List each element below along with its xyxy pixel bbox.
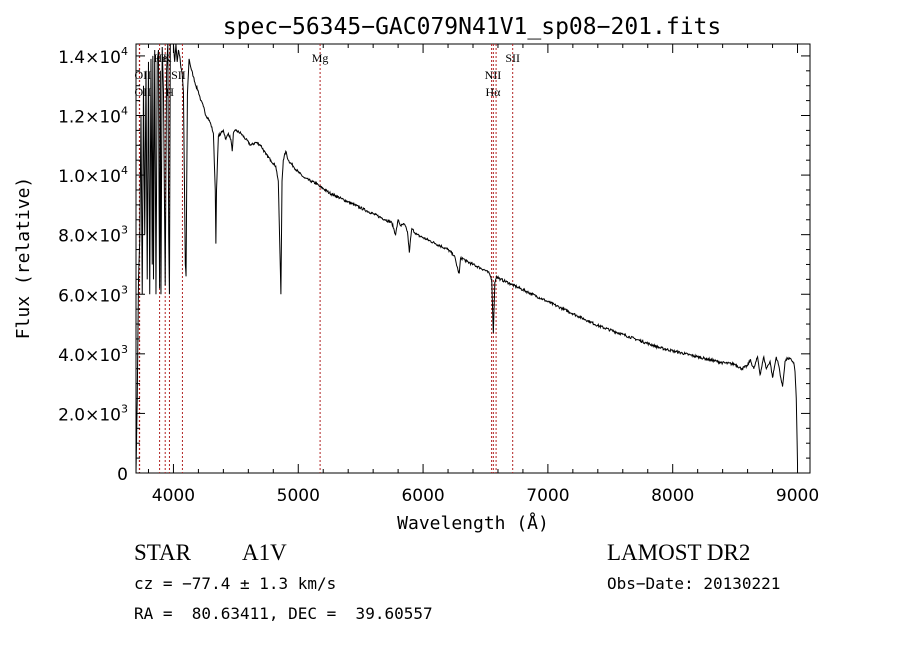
object-class: STAR	[134, 540, 192, 565]
y-tick-exponent: 3	[121, 224, 128, 237]
x-tick-label-4: 8000	[651, 486, 694, 506]
y-axis-label: Flux (relative)	[13, 177, 34, 340]
y-tick-label-3: 6.0×103	[58, 283, 128, 306]
line-label-9: SII	[505, 51, 520, 65]
y-tick-exponent: 3	[121, 283, 128, 296]
redshift-text: cz = −77.4 ± 1.3 km/s	[134, 574, 336, 593]
line-label-4: SII	[171, 68, 186, 82]
coordinates-text: RA = 80.63411, DEC = 39.60557	[134, 604, 433, 623]
x-tick-label-1: 5000	[277, 486, 320, 506]
y-tick-label-6: 1.2×104	[58, 105, 128, 128]
y-tick-exponent: 4	[121, 45, 128, 58]
y-tick-label-0: 0	[117, 465, 128, 485]
y-tick-exponent: 3	[121, 343, 128, 356]
plot-frame	[135, 43, 811, 474]
line-label-0: OII	[135, 68, 152, 82]
x-tick-label-2: 6000	[401, 486, 444, 506]
spectrum-series	[136, 44, 799, 473]
line-label-1: OII	[135, 85, 152, 99]
spectrum-line	[136, 44, 799, 473]
y-tick-label-7: 1.4×104	[58, 45, 128, 68]
y-tick-label-1: 2.0×103	[58, 402, 128, 425]
line-label-8: Hα	[485, 85, 501, 99]
x-tick-label-0: 4000	[152, 486, 195, 506]
emission-line-markers	[138, 44, 514, 473]
y-tick-exponent: 4	[121, 105, 128, 118]
x-tick-label-5: 9000	[776, 486, 819, 506]
x-axis-label: Wavelength (Å)	[397, 512, 549, 534]
y-axis-ticks: 0 2.0×103 4.0×103 6.0×103 8.0×103 1.0×104 1.2×…	[58, 45, 810, 485]
y-tick-exponent: 3	[121, 402, 128, 415]
line-label-6: Mg	[312, 51, 329, 65]
y-tick-label-5: 1.0×104	[58, 164, 128, 187]
obs-date-text: Obs−Date: 20130221	[607, 574, 780, 593]
spectral-subclass: A1V	[242, 540, 287, 565]
x-axis-ticks: 4000 5000 6000 7000 8000 9000	[147, 44, 819, 506]
x-tick-label-3: 7000	[526, 486, 569, 506]
survey-name: LAMOST DR2	[607, 540, 750, 565]
y-tick-label-4: 8.0×103	[58, 224, 128, 247]
line-label-7: NII	[485, 68, 502, 82]
y-tick-exponent: 4	[121, 164, 128, 177]
chart-title: spec−56345−GAC079N41V1_sp08−201.fits	[223, 14, 722, 40]
y-tick-label-2: 4.0×103	[58, 343, 128, 366]
